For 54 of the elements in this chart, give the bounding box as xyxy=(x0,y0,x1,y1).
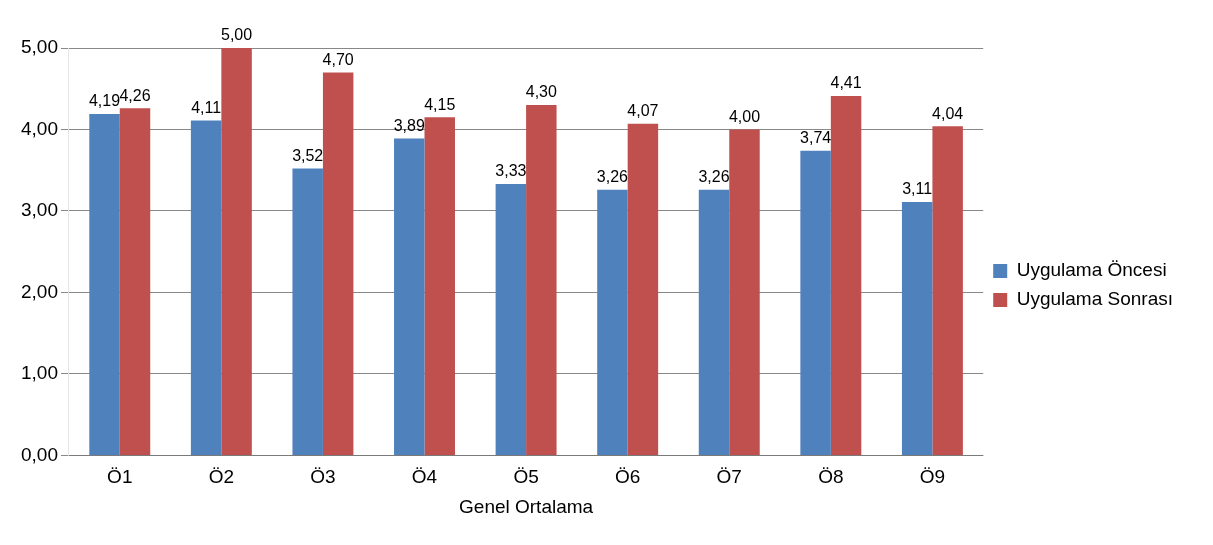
x-tick-label: Ö6 xyxy=(614,466,641,488)
data-label: 4,15 xyxy=(424,95,456,113)
x-tick-label: Ö4 xyxy=(411,466,438,488)
x-tick-label: Ö3 xyxy=(310,466,336,488)
bar xyxy=(698,189,730,455)
y-tick-label: 4,00 xyxy=(21,117,58,139)
bar xyxy=(495,184,527,455)
bar xyxy=(394,138,425,455)
data-label: 4,26 xyxy=(119,86,151,104)
y-tick-label: 2,00 xyxy=(21,280,58,302)
x-axis-title: Genel Ortalama xyxy=(459,495,594,517)
data-label: 4,00 xyxy=(728,107,761,125)
bar xyxy=(322,72,354,455)
bar xyxy=(901,202,933,455)
data-label: 3,11 xyxy=(902,180,933,198)
y-tick-label: 3,00 xyxy=(21,199,58,221)
data-label: 5,00 xyxy=(221,26,253,44)
data-label: 3,52 xyxy=(292,147,324,164)
x-tick-label: Ö7 xyxy=(716,466,742,488)
y-tick-label: 1,00 xyxy=(21,362,58,384)
data-label: 4,19 xyxy=(88,92,121,110)
x-tick-label: Ö8 xyxy=(818,466,844,488)
data-label: 3,89 xyxy=(393,116,425,134)
bar xyxy=(292,168,323,455)
data-label: 3,74 xyxy=(800,129,832,147)
bar xyxy=(424,117,455,455)
x-tick-label: Ö9 xyxy=(919,466,946,488)
bar xyxy=(190,120,222,455)
x-tick-label: Ö2 xyxy=(208,466,235,488)
bar xyxy=(729,129,760,455)
data-label: 3,26 xyxy=(698,168,730,186)
data-label: 4,70 xyxy=(322,50,354,68)
legend-label: Uygulama Öncesi xyxy=(1016,259,1167,281)
bar xyxy=(932,126,963,455)
y-tick-label: 5,00 xyxy=(21,36,58,58)
y-tick-label: 0,00 xyxy=(21,443,58,465)
bar xyxy=(89,114,120,455)
x-tick-label: Ö5 xyxy=(513,466,539,488)
data-label: 4,07 xyxy=(627,102,659,120)
bar xyxy=(119,108,151,455)
data-label: 3,26 xyxy=(596,168,629,186)
bar xyxy=(800,150,831,455)
bar xyxy=(221,48,252,455)
data-label: 4,04 xyxy=(932,104,964,122)
bar xyxy=(627,123,659,455)
legend-label: Uygulama Sonrası xyxy=(1016,288,1173,310)
bar xyxy=(597,189,628,455)
x-tick-label: Ö1 xyxy=(107,466,133,488)
data-label: 3,33 xyxy=(495,162,527,180)
data-label: 4,11 xyxy=(191,98,222,116)
bar xyxy=(526,105,557,455)
data-label: 4,41 xyxy=(830,74,862,92)
bar xyxy=(830,96,862,455)
data-label: 4,30 xyxy=(525,83,557,101)
